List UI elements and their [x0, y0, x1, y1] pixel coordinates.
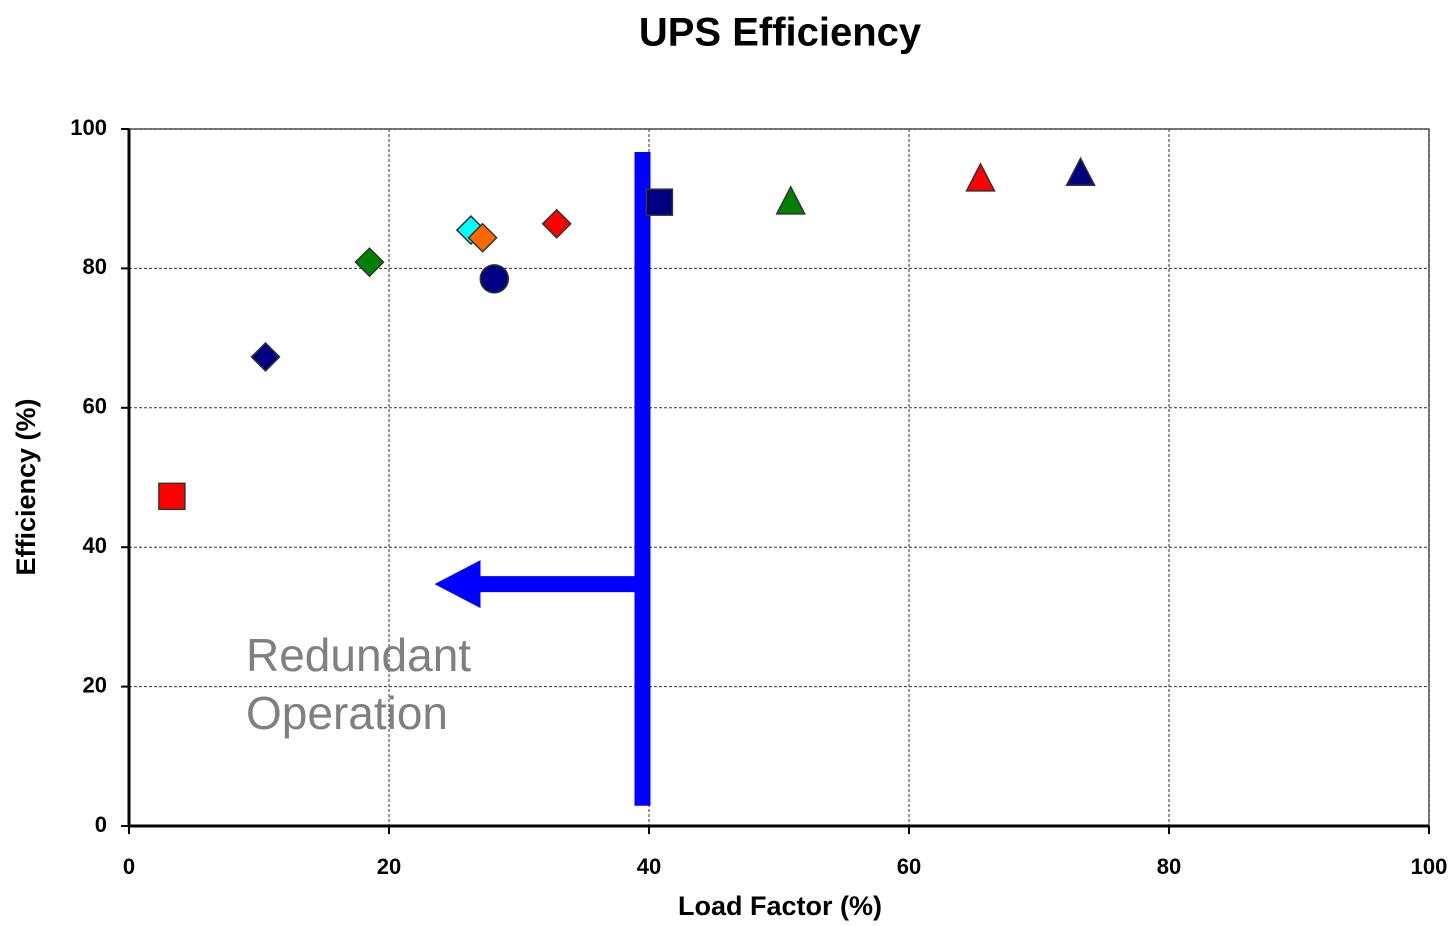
point: [467, 222, 498, 253]
x-tick-label: 60: [897, 854, 921, 879]
arrow: [434, 560, 643, 609]
y-tick-label: 80: [83, 254, 107, 279]
point: [775, 185, 806, 215]
x-tick-label: 20: [377, 854, 401, 879]
x-tick-label: 0: [123, 854, 135, 879]
point: [1065, 156, 1096, 187]
point: [479, 264, 510, 294]
point: [250, 341, 281, 372]
y-tick-label: 100: [70, 115, 107, 140]
y-tick-label: 0: [95, 812, 107, 837]
point: [541, 208, 572, 239]
x-axis-label: Load Factor (%): [678, 891, 882, 921]
annotation-text: Operation: [246, 687, 448, 739]
y-tick-label: 40: [83, 533, 107, 558]
x-tick-label: 40: [637, 854, 661, 879]
point: [965, 162, 996, 192]
point: [158, 482, 186, 511]
point: [645, 188, 674, 216]
x-tick-label: 100: [1411, 854, 1448, 879]
point: [354, 247, 385, 278]
y-tick-label: 60: [83, 394, 107, 419]
annotation-text: Redundant: [246, 629, 471, 681]
y-axis-label: Efficiency (%): [11, 398, 41, 575]
x-tick-label: 80: [1157, 854, 1181, 879]
y-tick-label: 20: [83, 672, 107, 697]
chart-title: UPS Efficiency: [639, 11, 922, 55]
plot-area: [128, 128, 1430, 827]
